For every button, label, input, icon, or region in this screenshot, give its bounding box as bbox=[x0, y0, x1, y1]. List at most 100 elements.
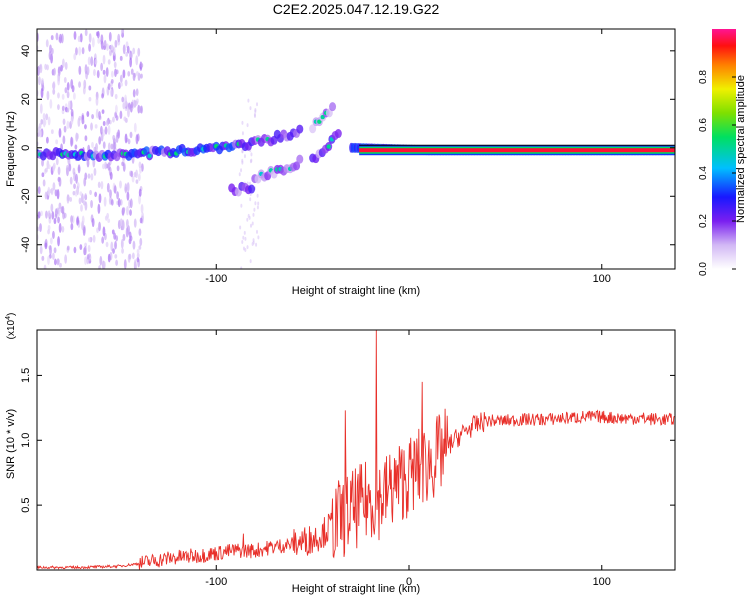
spectrogram-noise-mark bbox=[240, 203, 243, 208]
spectrogram-noise-mark bbox=[78, 46, 82, 56]
spectrogram-noise-mark bbox=[119, 55, 123, 61]
spectrogram-noise-mark bbox=[37, 186, 41, 195]
spectrogram-noise-mark bbox=[135, 71, 139, 76]
spectrogram-noise-mark bbox=[104, 161, 107, 170]
spectrogram-ridge bbox=[228, 181, 256, 197]
spectrogram-noise-mark bbox=[49, 188, 53, 194]
spectrogram-noise-mark bbox=[101, 236, 105, 244]
spectrogram-noise-mark bbox=[139, 237, 143, 247]
spectrogram-noise-mark bbox=[41, 172, 45, 178]
spectrogram-noise-mark bbox=[126, 182, 130, 192]
spectrogram-noise-mark bbox=[247, 98, 250, 103]
spectrogram-noise-mark bbox=[81, 119, 85, 124]
spectrogram-noise-mark bbox=[79, 244, 83, 250]
spectrogram-noise-mark bbox=[70, 115, 74, 125]
spectrogram-noise-mark bbox=[110, 241, 114, 252]
spectrogram-noise-mark bbox=[54, 189, 58, 197]
spectrogram-ytick-label: -20 bbox=[20, 188, 32, 204]
spectrogram-noise-mark bbox=[92, 234, 96, 243]
spectrogram-noise-mark bbox=[64, 61, 68, 70]
spectrogram-noise-mark bbox=[133, 122, 137, 133]
spectrogram-noise-mark bbox=[249, 259, 252, 264]
spectrogram-noise-mark bbox=[112, 134, 116, 141]
spectrogram-mark bbox=[248, 184, 256, 194]
spectrogram-noise-mark bbox=[66, 245, 70, 251]
spectrogram-noise-mark bbox=[49, 245, 52, 256]
spectrogram-noise-mark bbox=[52, 164, 56, 172]
spectrogram-noise-mark bbox=[45, 39, 49, 48]
spectrogram-noise-mark bbox=[83, 177, 87, 187]
spectrogram-mark bbox=[293, 161, 301, 171]
spectrogram-noise-mark bbox=[129, 209, 132, 216]
spectrogram-noise-mark bbox=[84, 124, 87, 130]
spectrogram-noise-mark bbox=[55, 32, 59, 41]
spectrogram-noise-mark bbox=[68, 163, 72, 172]
spectrogram-noise-mark bbox=[52, 230, 55, 239]
spectrogram-noise-mark bbox=[125, 219, 129, 228]
spectrogram-noise-mark bbox=[83, 79, 87, 89]
spectrogram-noise-mark bbox=[69, 196, 73, 202]
spectrogram-noise-mark bbox=[102, 163, 105, 170]
spectrogram-noise-mark bbox=[105, 241, 109, 248]
spectrogram-ridge bbox=[37, 124, 304, 162]
spectrogram-noise-mark bbox=[102, 54, 106, 65]
spectrogram-noise-mark bbox=[37, 66, 40, 76]
spectrogram-noise-mark bbox=[121, 96, 125, 103]
spectrogram-noise-mark bbox=[53, 67, 56, 76]
spectrogram-noise-mark bbox=[60, 206, 64, 214]
spectrogram-noise-mark bbox=[47, 116, 51, 126]
spectrogram-noise-mark bbox=[103, 39, 107, 49]
spectrogram-noise-mark bbox=[108, 31, 112, 42]
spectrogram-noise-mark bbox=[40, 118, 44, 125]
spectrogram-noise-mark bbox=[128, 231, 132, 239]
spectrogram-noise-mark bbox=[80, 204, 83, 212]
spectrogram-noise-mark bbox=[102, 69, 106, 75]
spectrogram-noise-mark bbox=[126, 45, 130, 54]
spectrogram-noise-mark bbox=[57, 258, 60, 264]
spectrogram-noise-mark bbox=[81, 193, 84, 204]
colorbar: 0.0 0.2 0.4 0.6 0.8 Normalized spectral ampl… bbox=[698, 29, 747, 276]
spectrogram-noise-mark bbox=[132, 240, 136, 250]
spectrogram-noise-mark bbox=[86, 254, 90, 260]
spectrogram-ridge bbox=[309, 102, 337, 134]
spectrogram-noise-mark bbox=[64, 87, 68, 94]
spectrogram-noise-mark bbox=[246, 217, 249, 222]
spectrogram-noise-mark bbox=[253, 112, 256, 117]
spectrogram-noise-mark bbox=[113, 232, 117, 240]
spectrogram-noise-mark bbox=[70, 78, 74, 90]
spectrogram-noise-mark bbox=[91, 113, 94, 120]
spectrogram-noise-mark bbox=[94, 58, 98, 65]
spectrogram-noise-mark bbox=[122, 44, 126, 55]
spectrogram-noise-mark bbox=[115, 259, 119, 266]
spectrogram-noise-mark bbox=[238, 172, 241, 177]
spectrogram-noise-mark bbox=[137, 47, 141, 57]
spectrogram-noise-mark bbox=[70, 136, 73, 147]
spectrogram-noise-mark bbox=[78, 197, 82, 205]
spectrogram-noise-mark bbox=[50, 35, 54, 41]
spectrogram-noise-mark bbox=[102, 226, 106, 237]
spectrogram-noise-mark bbox=[243, 230, 246, 235]
spectrogram-noise-mark bbox=[96, 30, 100, 39]
spectrogram-xtick-label: 100 bbox=[593, 273, 611, 285]
spectrogram-noise-mark bbox=[244, 236, 247, 241]
spectrogram-noise-mark bbox=[122, 233, 126, 242]
spectrogram-noise-mark bbox=[84, 29, 88, 37]
spectrogram-noise-mark bbox=[101, 93, 104, 99]
colorbar-tick-label: 0.8 bbox=[698, 70, 709, 84]
snr-xtick-label: -100 bbox=[205, 576, 227, 588]
spectrogram-noise-mark bbox=[114, 241, 117, 250]
spectrogram-noise-mark bbox=[76, 217, 79, 226]
spectrogram-noise-mark bbox=[257, 201, 260, 206]
spectrogram-noise-mark bbox=[67, 100, 71, 110]
spectrogram-noise-mark bbox=[132, 72, 136, 82]
spectrogram-noise-mark bbox=[88, 33, 92, 43]
spectrogram-noise-mark bbox=[62, 118, 66, 126]
spectrogram-noise-mark bbox=[45, 210, 48, 219]
spectrogram-noise-mark bbox=[63, 77, 67, 84]
spectrogram-noise-mark bbox=[110, 199, 114, 206]
spectrogram-noise-mark bbox=[115, 104, 118, 114]
spectrogram-noise-mark bbox=[43, 264, 47, 269]
spectrogram-noise-mark bbox=[78, 81, 81, 88]
spectrogram-noise-mark bbox=[99, 255, 103, 266]
spectrogram-noise-mark bbox=[48, 50, 52, 60]
